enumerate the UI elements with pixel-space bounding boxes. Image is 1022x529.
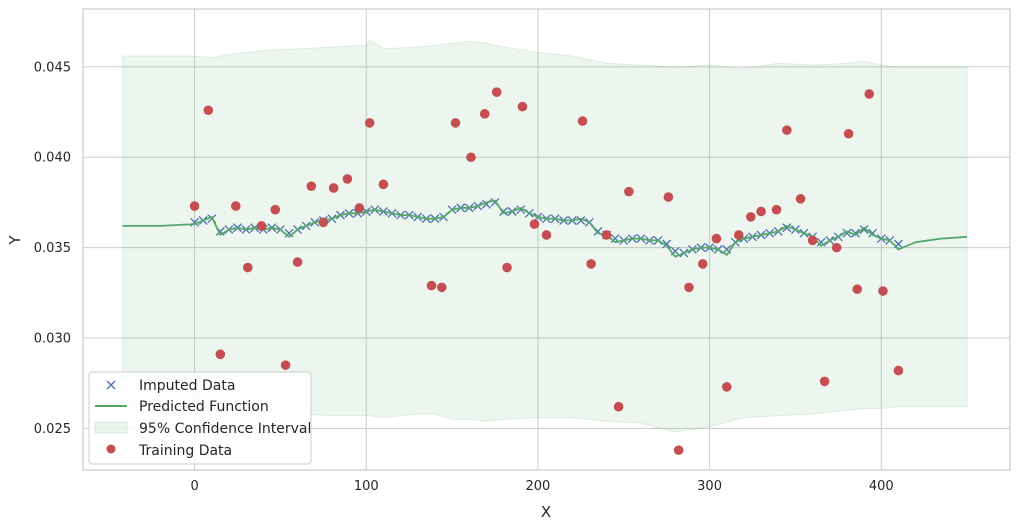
legend-imputed-label: Imputed Data [139,378,235,394]
training-point [280,360,291,370]
training-point [684,282,694,293]
y-axis-label: Y [6,235,24,246]
training-point [318,217,329,228]
training-point [819,376,830,387]
imputed-point [851,228,860,238]
training-point [364,118,375,128]
training-point [230,201,241,211]
training-point [745,212,756,222]
training-point [586,259,596,269]
training-point [541,230,552,240]
training-point [893,365,904,376]
training-point [328,183,339,193]
training-point [256,221,267,231]
training-point [624,186,634,197]
training-point [306,181,317,191]
legend: Imputed Data Predicted Function 95% Conf… [88,371,312,465]
training-point [721,382,732,392]
x-tick-label: 300 [697,479,722,494]
imputed-point [662,239,672,249]
training-point [378,179,389,190]
legend-training-label: Training Data [138,443,232,459]
legend-confidence-label: 95% Confidence Interval [139,421,311,437]
training-point [843,128,854,139]
x-tick-label: 200 [526,479,551,494]
imputed-point [842,228,852,238]
training-point [577,116,588,126]
imputed-point [516,205,526,215]
predicted-function-layer [122,199,968,258]
training-point [342,174,353,184]
y-tick-labels: 0.025 0.030 0.035 0.040 0.045 [34,60,71,437]
y-tick-label: 0.030 [34,332,71,347]
x-tick-label: 400 [869,479,894,494]
x-tick-labels: 0 100 200 300 400 [190,479,893,494]
training-point [529,219,540,229]
legend-training-marker [106,444,116,454]
training-data-layer [189,87,904,455]
training-point [864,89,875,99]
plot-frame [82,8,1011,471]
training-point [807,235,818,246]
training-point [831,242,842,253]
imputed-point [859,225,869,235]
training-point [782,125,792,135]
training-point [466,152,476,163]
training-point [613,401,624,412]
legend-confidence-swatch [94,421,128,434]
training-point [502,262,512,273]
training-point [243,262,253,273]
training-point [852,284,863,295]
training-point [733,230,744,240]
y-tick-label: 0.045 [34,60,71,75]
predicted-line [122,199,968,258]
legend-predicted-label: Predicted Function [139,399,269,415]
training-point [663,192,674,202]
training-point [270,204,281,215]
imputed-point [576,216,586,225]
training-point [711,233,722,244]
legend-x-glyph [106,380,116,390]
training-point [479,109,490,119]
imputed-point [284,228,294,238]
training-point [771,204,782,215]
x-axis-label: X [541,503,551,521]
training-point [292,257,303,267]
training-point [450,118,461,128]
y-tick-label: 0.040 [34,151,71,166]
training-point [697,259,708,269]
legend-imputed-marker [106,380,116,390]
training-point [203,105,214,116]
x-tick-label: 0 [190,479,198,494]
legend-box [88,371,312,465]
training-point [756,206,766,217]
imputed-point [782,223,792,233]
training-point [601,230,612,240]
y-tick-label: 0.035 [34,241,71,256]
training-point [354,203,365,213]
x-tick-label: 100 [354,479,379,494]
training-point [189,201,200,211]
training-point [436,282,447,293]
training-point [426,280,437,291]
training-point [517,101,528,112]
training-point [491,87,502,97]
y-tick-label: 0.025 [34,422,71,437]
training-point [878,286,888,296]
training-point [795,194,806,204]
training-point [215,349,226,360]
training-point [673,445,684,455]
